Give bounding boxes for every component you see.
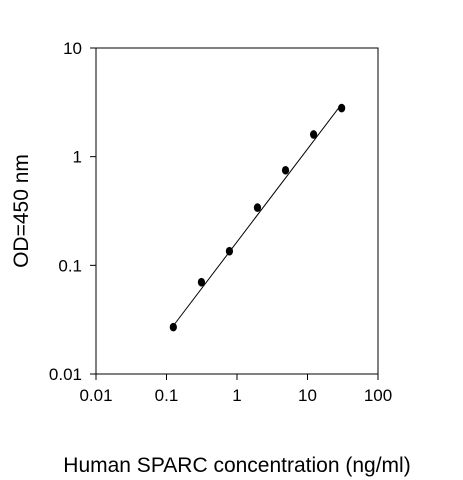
y-axis-title: OD=450 nm [10,154,33,268]
x-tick-label: 100 [364,386,392,405]
x-axis-title: Human SPARC concentration (ng/ml) [63,454,410,477]
y-tick-label: 10 [63,39,82,58]
data-points [169,103,346,332]
data-point [253,203,262,212]
data-point [281,165,290,175]
y-axis: 0.01 0.1 1 10 [49,39,96,384]
data-point [225,246,234,256]
y-tick-label: 1 [73,148,82,167]
plot-frame [95,47,379,375]
fit-line-layer [172,103,343,327]
x-tick-label: 0.01 [79,386,112,405]
x-tick-label: 10 [298,386,317,405]
data-point [309,130,318,139]
x-tick-label: 0.1 [155,386,179,405]
data-point [338,103,346,113]
x-tick-label: 1 [232,386,241,405]
data-point [197,277,206,287]
data-point [169,322,177,332]
x-axis: 0.01 0.1 1 10 100 [79,374,392,405]
fit-line [172,103,343,327]
y-tick-label: 0.01 [49,365,82,384]
y-tick-label: 0.1 [58,256,82,275]
